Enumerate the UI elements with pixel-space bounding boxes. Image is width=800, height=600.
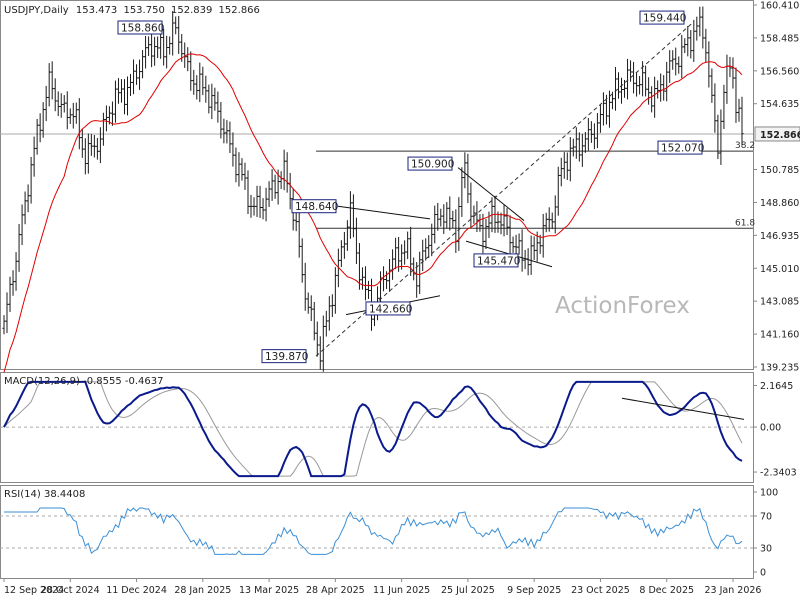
price-callout: 142.660 (365, 301, 412, 316)
date-tick-label: 9 Sep 2025 (507, 585, 561, 596)
date-tick-label: 28 Apr 2025 (306, 585, 365, 596)
macd-divergence-line (621, 397, 745, 420)
price-title-symbol: USDJPY,Daily (4, 5, 69, 16)
macd-signal-line (3, 381, 743, 477)
price-callout: 145.470 (473, 253, 520, 268)
callout-label: 139.870 (265, 351, 308, 363)
price-callout: 150.900 (407, 156, 454, 171)
price-callout: 158.860 (117, 20, 164, 35)
rsi-tick-label: 30 (760, 544, 772, 555)
price-tick-label: 139.235 (760, 363, 799, 374)
price-tick-label: 148.860 (760, 198, 799, 209)
macd-tick-label: 2.1645 (760, 381, 793, 392)
callout-label: 148.640 (295, 201, 338, 213)
price-callouts: 158.860 159.440 148.640 150.900 145.470 142.6… (117, 10, 704, 364)
watermark: ActionForex (555, 293, 690, 319)
price-tick-label: 150.785 (760, 165, 799, 176)
fib-lines: 38.2 61.8 (0, 133, 755, 229)
callout-box (261, 349, 307, 364)
date-tick-label: 13 Mar 2025 (239, 585, 299, 596)
price-y-axis: 160.410 158.485 156.560 154.635 152.866 150.7… (753, 1, 800, 374)
fib-label: 38.2 (735, 141, 755, 151)
callout-box (639, 10, 685, 25)
price-tick-label: 156.560 (760, 66, 799, 77)
rsi-layer: 100 70 30 0 (0, 488, 778, 579)
rsi-tick-label: 70 (760, 512, 772, 523)
callout-box (407, 156, 453, 171)
macd-tick-label: -2.3403 (760, 468, 797, 479)
date-tick-label: 12 Sep 2024 (4, 585, 64, 596)
callout-label: 145.470 (477, 255, 520, 267)
date-tick-label: 23 Oct 2025 (571, 585, 630, 596)
flag-upper-line (457, 167, 525, 221)
callout-label: 158.860 (121, 22, 164, 34)
ohlc-close: 152.866 (219, 5, 260, 16)
price-callout: 139.870 (261, 349, 308, 364)
triangle-upper-line (337, 205, 431, 220)
rsi-panel-frame (0, 485, 754, 579)
macd-layer: 2.1645 0.00 -2.3403 (0, 380, 797, 479)
price-tick-label: 158.485 (760, 33, 799, 44)
callout-box (473, 253, 519, 268)
callout-label: 152.070 (661, 143, 704, 155)
price-tick-label: 146.935 (760, 231, 799, 242)
callout-label: 150.900 (411, 159, 454, 171)
price-title: USDJPY,Daily 153.473 153.750 152.839 152… (4, 5, 260, 16)
date-tick-label: 23 Jan 2026 (705, 585, 762, 596)
price-tick-label: 160.410 (760, 1, 799, 12)
price-tick-label: 141.160 (760, 330, 799, 341)
callout-box (117, 20, 163, 35)
date-tick-label: 8 Dec 2025 (639, 585, 694, 596)
price-tick-label: 154.635 (760, 99, 799, 110)
fib-label: 61.8 (735, 218, 755, 228)
ohlc-open: 153.473 (76, 5, 117, 16)
price-panel-frame (0, 0, 754, 370)
moving-average-layer (3, 53, 743, 373)
date-tick-label: 25 Jul 2025 (441, 585, 495, 596)
rsi-title: RSI(14) 38.4408 (4, 489, 85, 500)
last-price-tick: 152.866 (760, 130, 800, 141)
rsi-line (4, 507, 743, 555)
ohlc-high: 153.750 (123, 5, 164, 16)
rsi-tick-label: 0 (760, 568, 766, 579)
price-callout: 159.440 (639, 10, 686, 25)
callout-label: 159.440 (643, 13, 686, 25)
date-tick-label: 28 Oct 2024 (41, 585, 100, 596)
price-candles (2, 6, 744, 372)
callout-box (365, 301, 411, 316)
callout-box (657, 140, 703, 155)
macd-title: MACD(12,26,9) -0.8555 -0.4637 (4, 376, 164, 387)
last-price-tag (754, 126, 800, 142)
moving-average-line (3, 53, 743, 373)
price-callout: 148.640 (291, 199, 338, 214)
date-tick-label: 28 Jan 2025 (174, 585, 231, 596)
date-tick-label: 11 Dec 2024 (106, 585, 167, 596)
callout-label: 142.660 (369, 303, 412, 315)
dashed-trend-channel (315, 21, 695, 357)
price-tick-label: 145.010 (760, 264, 799, 275)
price-callout: 152.070 (657, 140, 704, 155)
date-tick-label: 11 Jun 2025 (373, 585, 430, 596)
price-tick-label: 143.085 (760, 297, 799, 308)
macd-panel-frame (0, 372, 754, 483)
callout-box (291, 199, 337, 214)
ohlc-low: 152.839 (171, 5, 212, 16)
macd-line (3, 380, 743, 478)
rsi-tick-label: 100 (760, 488, 778, 499)
macd-tick-label: 0.00 (760, 423, 781, 434)
